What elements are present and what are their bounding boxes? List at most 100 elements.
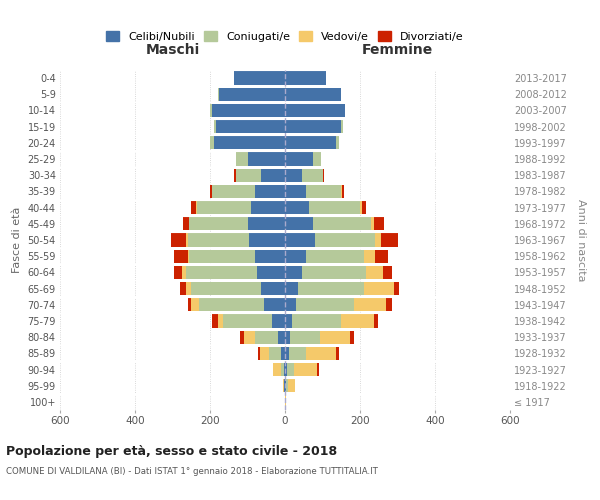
Bar [258,346,260,360]
Bar [355,298,386,312]
Bar [296,298,355,312]
Bar [364,250,375,263]
Bar [364,282,394,295]
Text: Maschi: Maschi [145,44,200,58]
Bar [218,88,220,101]
Bar [281,346,285,360]
Bar [284,363,285,376]
Bar [302,168,323,182]
Bar [260,168,285,182]
Bar [281,363,284,376]
Legend: Celibi/Nubili, Coniugati/e, Vedovi/e, Divorziati/e: Celibi/Nubili, Coniugati/e, Vedovi/e, Di… [103,28,467,46]
Bar [255,185,285,198]
Bar [285,104,345,117]
Bar [272,314,285,328]
Bar [285,346,289,360]
Bar [260,346,269,360]
Bar [248,217,285,230]
Bar [175,250,187,263]
Bar [236,168,260,182]
Bar [190,250,255,263]
Bar [240,330,244,344]
Bar [250,234,285,246]
Bar [215,120,285,134]
Bar [212,104,285,117]
Bar [277,330,285,344]
Bar [260,282,285,295]
Bar [185,266,257,279]
Bar [251,201,285,214]
Bar [286,379,287,392]
Bar [285,396,286,408]
Bar [285,250,305,263]
Bar [386,298,392,312]
Bar [285,266,302,279]
Bar [244,330,255,344]
Bar [374,217,383,230]
Bar [236,152,248,166]
Bar [255,330,277,344]
Bar [285,88,341,101]
Bar [285,152,313,166]
Bar [285,217,313,230]
Bar [235,168,236,182]
Bar [290,330,320,344]
Bar [185,282,191,295]
Bar [302,266,365,279]
Bar [305,250,364,263]
Bar [360,201,362,214]
Bar [273,363,281,376]
Bar [371,217,374,230]
Bar [285,185,305,198]
Bar [212,185,255,198]
Bar [223,314,272,328]
Bar [197,201,251,214]
Bar [285,234,315,246]
Bar [310,201,360,214]
Bar [285,168,302,182]
Bar [285,201,310,214]
Bar [383,266,392,279]
Bar [313,152,320,166]
Bar [335,136,340,149]
Bar [191,201,196,214]
Bar [295,363,317,376]
Bar [209,185,212,198]
Bar [257,266,285,279]
Bar [183,217,188,230]
Bar [374,314,378,328]
Bar [248,152,285,166]
Bar [285,120,341,134]
Bar [175,266,182,279]
Bar [341,314,374,328]
Bar [210,136,214,149]
Bar [305,346,335,360]
Bar [305,185,341,198]
Bar [218,314,223,328]
Bar [298,282,364,295]
Bar [187,250,190,263]
Text: Femmine: Femmine [362,44,433,58]
Bar [214,120,215,134]
Bar [285,330,290,344]
Bar [289,346,305,360]
Bar [292,314,341,328]
Bar [365,266,383,279]
Bar [341,120,343,134]
Bar [182,266,185,279]
Bar [235,72,285,85]
Bar [317,363,319,376]
Bar [187,298,191,312]
Bar [341,185,342,198]
Bar [255,250,285,263]
Bar [285,72,326,85]
Bar [287,363,295,376]
Text: Popolazione per età, sesso e stato civile - 2018: Popolazione per età, sesso e stato civil… [6,445,337,458]
Bar [313,217,371,230]
Bar [284,379,285,392]
Bar [285,282,298,295]
Bar [196,201,197,214]
Bar [172,234,187,246]
Bar [285,363,287,376]
Text: COMUNE DI VALDILANA (BI) - Dati ISTAT 1° gennaio 2018 - Elaborazione TUTTITALIA.: COMUNE DI VALDILANA (BI) - Dati ISTAT 1°… [6,468,378,476]
